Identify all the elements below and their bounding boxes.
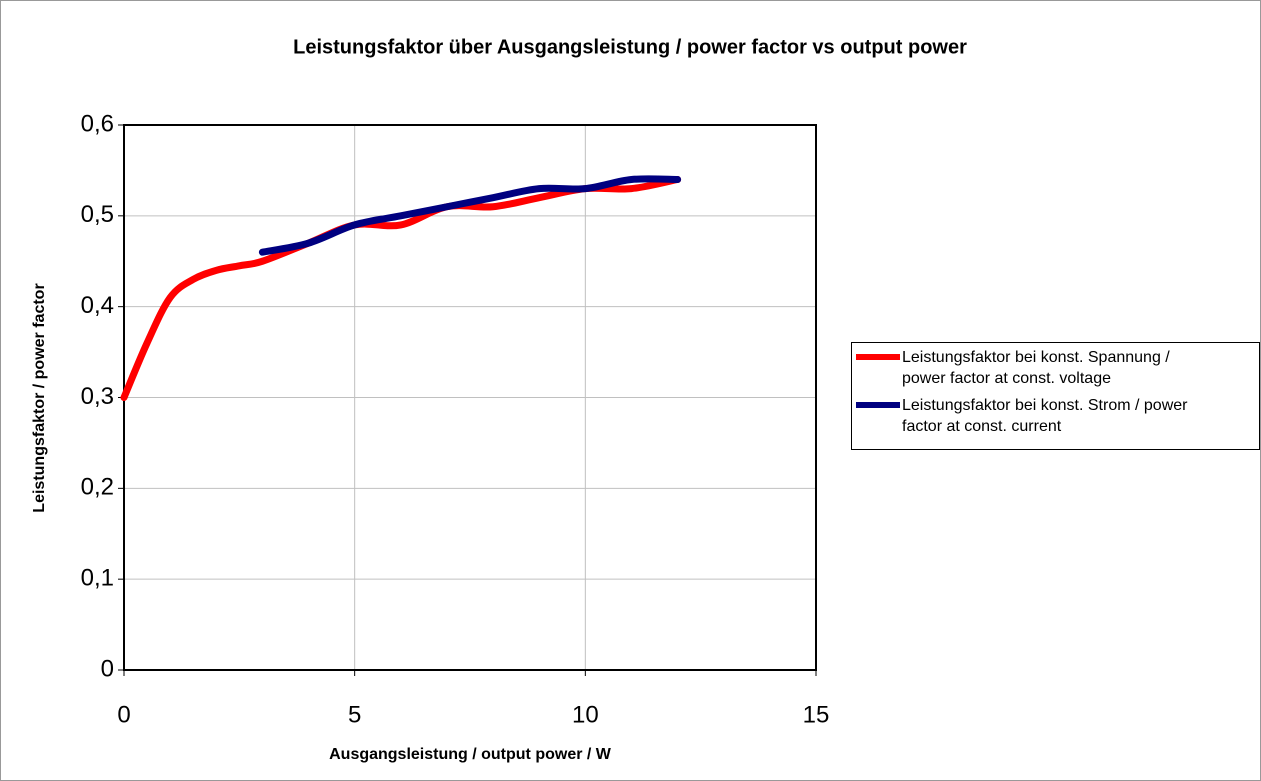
y-tick-label: 0,4: [81, 292, 114, 319]
y-tick-label: 0,6: [81, 110, 114, 137]
x-tick-label: 10: [572, 701, 599, 728]
y-tick-label: 0,3: [81, 383, 114, 410]
x-tick-label: 0: [117, 701, 130, 728]
y-tick-label: 0: [101, 655, 114, 682]
x-axis-label: Ausgangsleistung / output power / W: [329, 746, 612, 763]
legend: Leistungsfaktor bei konst. Spannung / po…: [851, 342, 1260, 450]
legend-item: Leistungsfaktor bei konst. Spannung / po…: [852, 347, 1259, 389]
legend-label: Leistungsfaktor bei konst. Spannung / po…: [902, 349, 1170, 387]
y-tick-label: 0,1: [81, 565, 114, 592]
y-tick-label: 0,5: [81, 201, 114, 228]
legend-swatch: [856, 354, 900, 360]
y-axis-label: Leistungsfaktor / power factor: [31, 283, 48, 512]
series-line: [258, 175, 682, 256]
y-tick-label: 0,2: [81, 474, 114, 501]
legend-label: Leistungsfaktor bei konst. Strom / power…: [902, 397, 1188, 435]
x-tick-label: 15: [803, 701, 830, 728]
chart-title: Leistungsfaktor über Ausgangsleistung / …: [293, 36, 967, 58]
legend-swatch: [856, 402, 900, 408]
legend-item: Leistungsfaktor bei konst. Strom / power…: [852, 395, 1259, 437]
x-tick-label: 5: [348, 701, 361, 728]
